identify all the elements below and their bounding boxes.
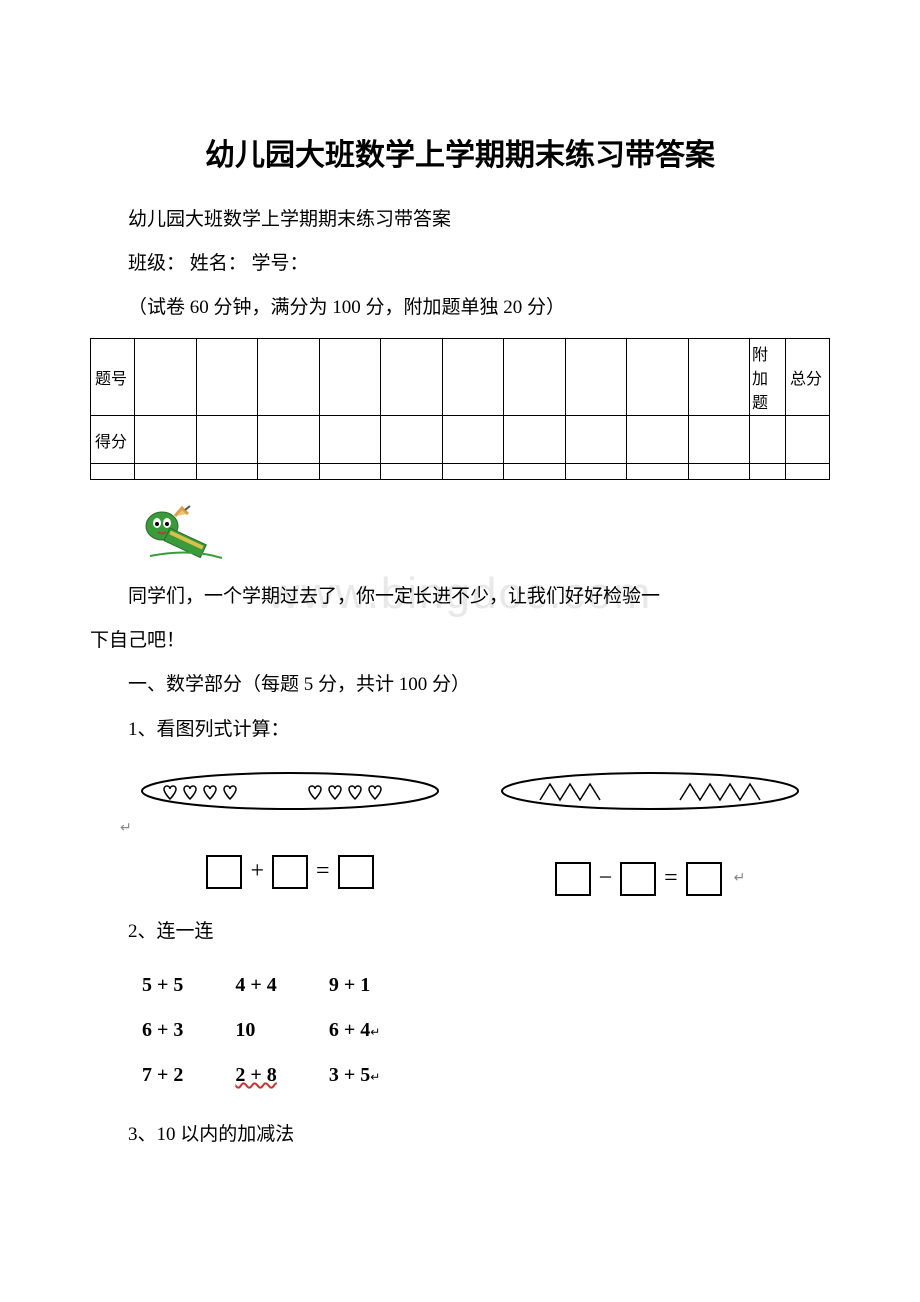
answer-box [272,855,308,889]
table-cell [565,416,627,464]
connect-cell: 4 + 4 [235,964,326,1007]
figure-hearts: ↵ + = [140,766,440,896]
table-row: 题号 附加题 总分 [91,339,830,416]
table-cell [750,416,786,464]
header-bonus: 附加题 [750,339,786,416]
encouragement-line2: 下自己吧！ [90,623,830,659]
answer-box [620,862,656,896]
return-mark-icon: ↵ [370,1070,380,1084]
table-cell [442,339,504,416]
table-cell [750,464,786,480]
table-cell [627,464,689,480]
answer-box [555,862,591,896]
plus-operator: + [250,858,264,885]
table-cell [258,339,320,416]
equals-operator: = [664,865,678,892]
encouragement-block: www.bingdoc.com 同学们，一个学期过去了，你一定长进不少，让我们好… [90,579,830,659]
connect-cell: 9 + 1 [329,964,430,1007]
score-table: 题号 附加题 总分 得分 [90,338,830,480]
table-cell [565,339,627,416]
table-cell [319,464,381,480]
table-cell [258,464,320,480]
table-cell [786,464,830,480]
table-cell [135,416,197,464]
page-title: 幼儿园大班数学上学期期末练习带答案 [90,130,830,174]
table-cell [381,464,443,480]
connect-cell: 10 [235,1009,326,1052]
answer-box [206,855,242,889]
table-cell [319,339,381,416]
header-score: 得分 [91,416,135,464]
equation-addition: + = [206,855,373,889]
table-cell [196,416,258,464]
connect-table: 5 + 5 4 + 4 9 + 1 6 + 3 10 6 + 4↵ 7 + 2 … [140,962,432,1099]
return-mark-icon: ↵ [120,820,132,837]
equation-subtraction: − = ↵ [555,862,746,896]
question-1: 1、看图列式计算： [90,712,830,748]
table-cell [258,416,320,464]
table-cell [442,464,504,480]
connect-cell: 6 + 4↵ [329,1009,430,1052]
answer-box [686,862,722,896]
connect-cell: 3 + 5↵ [329,1054,430,1097]
return-mark-icon: ↵ [370,1025,380,1039]
table-cell [688,339,750,416]
table-cell [627,416,689,464]
table-cell [688,416,750,464]
figure-triangles: − = ↵ [500,766,800,896]
subtitle-text: 幼儿园大班数学上学期期末练习带答案 [90,202,830,238]
table-row: 7 + 2 2 + 8 3 + 5↵ [142,1054,430,1097]
table-row [91,464,830,480]
encouragement-line1: 同学们，一个学期过去了，你一定长进不少，让我们好好检验一 [90,579,830,615]
table-row: 得分 [91,416,830,464]
minus-operator: − [599,865,613,892]
exam-info: （试卷 60 分钟，满分为 100 分，附加题单独 20 分） [90,290,830,326]
table-cell [135,464,197,480]
table-cell [196,339,258,416]
table-cell [565,464,627,480]
header-question-number: 题号 [91,339,135,416]
student-info: 班级： 姓名： 学号： [90,246,830,282]
connect-cell: 7 + 2 [142,1054,233,1097]
triangles-oval-icon [500,766,800,816]
table-cell [381,339,443,416]
table-cell [442,416,504,464]
table-cell [504,339,566,416]
table-cell [627,339,689,416]
connect-cell: 5 + 5 [142,964,233,1007]
table-cell [196,464,258,480]
figure-row-q1: ↵ + = − = ↵ [140,766,830,896]
question-2: 2、连一连 [90,914,830,950]
hearts-oval-icon [140,766,440,816]
answer-box [338,855,374,889]
table-cell [91,464,135,480]
return-mark-icon: ↵ [734,870,746,887]
pencil-icon [140,498,830,573]
table-row: 6 + 3 10 6 + 4↵ [142,1009,430,1052]
equals-operator: = [316,858,330,885]
table-cell [504,464,566,480]
table-cell [319,416,381,464]
table-cell [786,416,830,464]
section-1-header: 一、数学部分（每题 5 分，共计 100 分） [90,667,830,703]
table-cell [135,339,197,416]
table-cell [688,464,750,480]
connect-cell: 6 + 3 [142,1009,233,1052]
table-row: 5 + 5 4 + 4 9 + 1 [142,964,430,1007]
header-total: 总分 [786,339,830,416]
connect-cell: 2 + 8 [235,1054,326,1097]
question-3: 3、10 以内的加减法 [90,1117,830,1153]
table-cell [504,416,566,464]
table-cell [381,416,443,464]
